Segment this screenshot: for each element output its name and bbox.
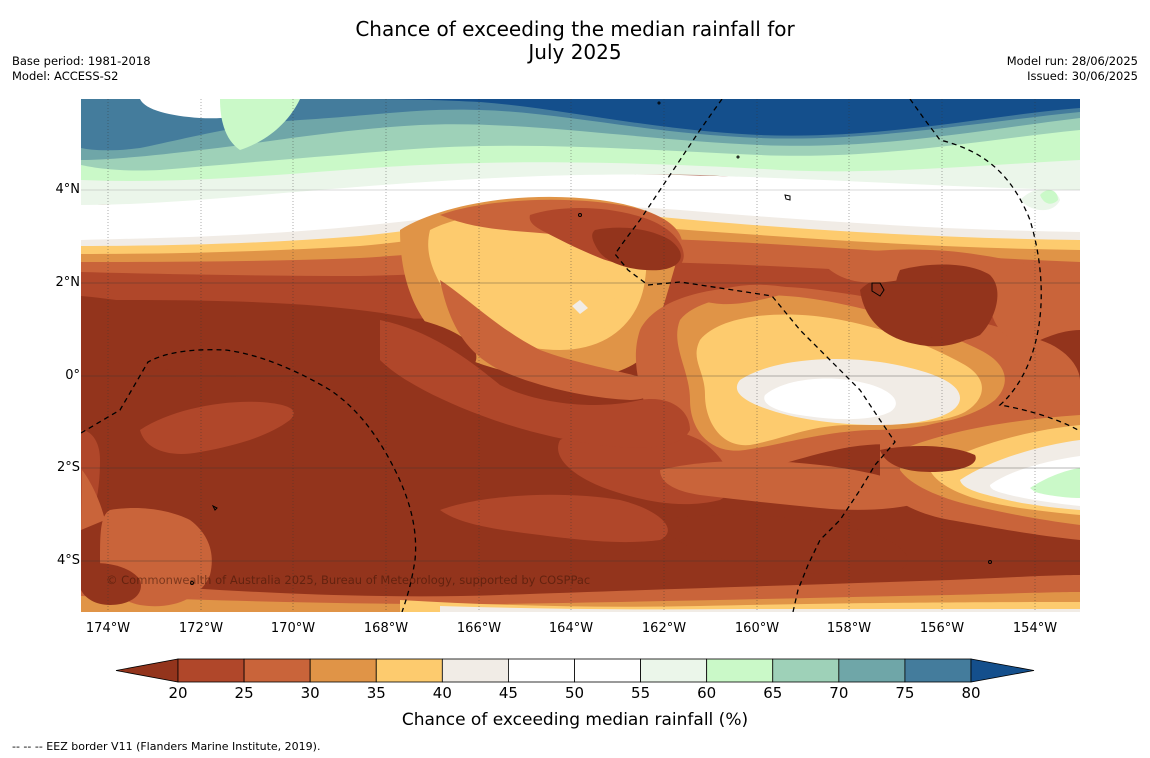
colorbar-tick-label: 45 — [498, 684, 518, 702]
colorbar-extend-low — [115, 658, 179, 683]
colorbar-tick-label: 70 — [829, 684, 849, 702]
eez-border-lines — [81, 99, 1079, 612]
title-line-1: Chance of exceeding the median rainfall … — [355, 17, 795, 41]
colorbar-segment — [375, 658, 443, 683]
colorbar-tick-label: 55 — [631, 684, 651, 702]
colorbar-segment — [441, 658, 509, 683]
colorbar-segment — [177, 658, 245, 683]
lon-label-156w: 156°W — [919, 621, 965, 636]
lon-label-160w: 160°W — [734, 621, 780, 636]
colorbar-extend-high — [970, 658, 1035, 683]
run-info: Model run: 28/06/2025 Issued: 30/06/2025 — [1007, 54, 1138, 84]
copyright-watermark: © Commonwealth of Australia 2025, Bureau… — [106, 573, 591, 587]
lon-label-166w: 166°W — [456, 621, 502, 636]
colorbar-tick-label: 35 — [366, 684, 386, 702]
colorbar-tick-label: 75 — [895, 684, 915, 702]
colorbar-tick-label: 50 — [564, 684, 585, 702]
colorbar-tick-label: 60 — [697, 684, 717, 702]
lon-label-170w: 170°W — [270, 621, 316, 636]
lat-label-4n: 4°N — [55, 182, 81, 197]
colorbar-segment — [772, 658, 840, 683]
colorbar-segment — [838, 658, 906, 683]
issued-date: Issued: 30/06/2025 — [1027, 69, 1138, 83]
colorbar-tick-label: 30 — [300, 684, 320, 702]
colorbar-tick-label: 20 — [168, 684, 188, 702]
colorbar-segment — [904, 658, 972, 683]
lon-label-174w: 174°W — [85, 621, 131, 636]
lon-label-158w: 158°W — [826, 621, 872, 636]
lat-label-0: 0° — [65, 368, 80, 383]
lon-label-162w: 162°W — [641, 621, 687, 636]
base-period: Base period: 1981-2018 — [12, 54, 151, 68]
map-title: Chance of exceeding the median rainfall … — [0, 18, 1150, 64]
model-info: Base period: 1981-2018 Model: ACCESS-S2 — [12, 54, 151, 84]
colorbar-segment — [706, 658, 774, 683]
lat-label-2n: 2°N — [55, 275, 81, 290]
colorbar-segment — [574, 658, 641, 683]
lon-label-164w: 164°W — [548, 621, 594, 636]
lat-label-4s: 4°S — [56, 553, 80, 568]
eez-legend-note: -- -- -- EEZ border V11 (Flanders Marine… — [12, 740, 321, 753]
colorbar-tick-label: 65 — [763, 684, 783, 702]
lon-label-168w: 168°W — [363, 621, 409, 636]
model-run-date: Model run: 28/06/2025 — [1006, 54, 1138, 68]
colorbar-label: Chance of exceeding median rainfall (%) — [401, 710, 749, 730]
colorbar-tick-label: 80 — [961, 684, 981, 702]
lon-label-172w: 172°W — [178, 621, 224, 636]
colorbar-segment — [640, 658, 708, 683]
model-name: Model: ACCESS-S2 — [12, 69, 119, 83]
title-line-2: July 2025 — [528, 40, 622, 64]
colorbar-tick-label: 40 — [432, 684, 452, 702]
colorbar-segment — [508, 658, 575, 683]
colorbar-segment — [243, 658, 311, 683]
lat-label-2s: 2°S — [56, 460, 80, 475]
colorbar-segment — [309, 658, 377, 683]
colorbar-tick-label: 25 — [234, 684, 254, 702]
lon-label-154w: 154°W — [1012, 621, 1058, 636]
